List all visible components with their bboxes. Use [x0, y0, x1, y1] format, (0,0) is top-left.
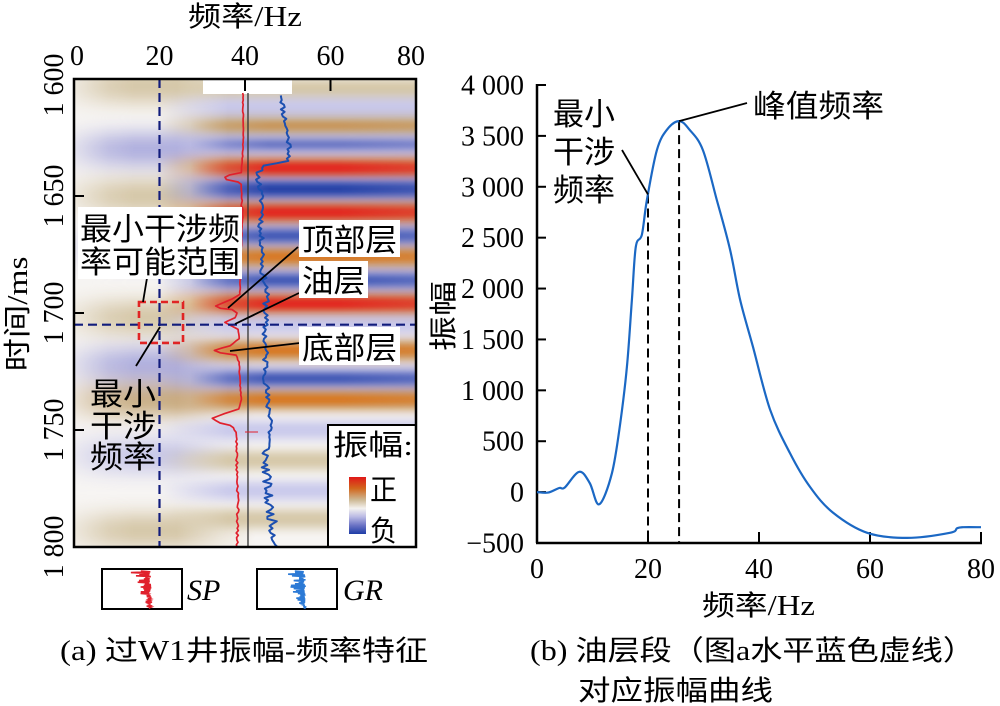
sp-legend-label: SP: [187, 574, 220, 607]
panel-a-y-tick-labels: 1 600 1 650 1 700 1 750 1 800: [39, 54, 70, 579]
heatmap-band-core: [176, 182, 416, 195]
x-tick-label: 80: [967, 554, 995, 585]
y-tick-label: 3 500: [461, 121, 524, 152]
colorbar-gradient: [349, 477, 366, 534]
min-interference-range-box: [137, 300, 185, 345]
x-tick-label: 20: [634, 554, 662, 585]
x-tick-label: 60: [317, 41, 345, 72]
min-freq-leader: [621, 149, 649, 195]
oil-layer-label: 油层: [302, 264, 365, 299]
y-tick-label: 1 000: [461, 376, 524, 407]
panel-a-y-axis-title: 时间/ms: [2, 257, 34, 372]
gr-legend-log-glyph: [288, 570, 308, 610]
top-layer-label: 顶部层: [302, 223, 397, 258]
min-freq-label-line2: 干涉: [90, 409, 156, 444]
panel-a-tick-marks: [74, 79, 332, 431]
y-tick-label: 1 800: [39, 516, 70, 579]
top-layer-label-background: [299, 220, 400, 257]
top-layer-leader: [227, 246, 299, 309]
b-min-freq-label-line1: 最小: [553, 97, 615, 132]
y-tick-label: 1 650: [39, 165, 70, 228]
range-label-line1: 最小干涉频: [80, 212, 240, 247]
panel-b-caption-line2: 对应振幅曲线: [578, 675, 773, 706]
panel-b-y-axis-title: 振幅: [428, 281, 460, 351]
bottom-layer-leader: [229, 342, 301, 352]
range-label-line2: 率可能范围: [80, 245, 240, 280]
log-legend: SP GR: [101, 568, 383, 610]
y-tick-label: 1 600: [39, 54, 70, 117]
heatmap-band-core: [176, 373, 416, 384]
colorbar-title: 振幅:: [333, 429, 413, 462]
sp-legend-box: [101, 568, 183, 610]
heatmap-band-core: [176, 251, 416, 262]
b-min-freq-label-line2: 干涉: [553, 135, 615, 170]
min-freq-label-line3: 频率: [90, 440, 156, 475]
peak-freq-leader: [678, 102, 748, 123]
gr-legend-label: GR: [343, 574, 383, 607]
heatmap-band-core: [176, 275, 416, 286]
oil-layer-label-background: [299, 261, 368, 298]
colorbar-legend-box: [327, 424, 417, 548]
peak-freq-label: 峰值频率: [753, 89, 884, 124]
panel-a-caption: (a) 过W1井振幅-频率特征: [60, 635, 428, 667]
panel-b-caption-line1: (b) 油层段（图a水平蓝色虚线）: [530, 635, 975, 667]
colorbar-negative-label: 负: [370, 515, 397, 548]
oil-layer-leader: [234, 292, 300, 325]
y-tick-label: −500: [466, 529, 524, 560]
heatmap-band-core: [176, 141, 416, 149]
heatmap-band-core: [176, 122, 416, 130]
y-tick-label: 1 500: [461, 325, 524, 356]
panel-a-x-tick-labels: 0 20 40 60 80: [70, 41, 425, 72]
gr-log-curve: [255, 95, 292, 548]
x-tick-label: 60: [856, 554, 884, 585]
panel-a-frame: [72, 77, 418, 549]
panel-a-x-axis-title: 频率/Hz: [188, 1, 302, 33]
y-tick-label: 1 700: [39, 282, 70, 345]
bottom-layer-label: 底部层: [302, 331, 397, 366]
heatmap-band-core: [176, 230, 416, 241]
heatmap-band: [150, 98, 416, 117]
y-tick-label: 2 500: [461, 223, 524, 254]
x-tick-label: 40: [745, 554, 773, 585]
heatmap-band-core: [176, 394, 416, 405]
panel-a-amplitude-frequency: 频率/Hz 时间/ms 0 20 40 60 80 1 600 1 650 1 700 1 7…: [2, 1, 428, 667]
min-freq-label-line1: 最小: [90, 377, 156, 412]
y-tick-label: 500: [482, 427, 524, 458]
panel-b-x-axis-title: 频率/Hz: [702, 590, 815, 622]
heatmap-band-core: [176, 161, 416, 174]
colorbar-legend: 振幅: 正 负: [327, 424, 417, 548]
x-tick-label: 80: [397, 41, 425, 72]
y-tick-label: 2 000: [461, 274, 524, 305]
range-label-leader: [142, 277, 148, 303]
y-tick-label: 3 000: [461, 172, 524, 203]
x-tick-label: 0: [70, 41, 84, 72]
x-tick-label: 20: [146, 41, 174, 72]
range-label-background: [78, 207, 242, 279]
min-freq-leader: [135, 326, 161, 367]
sp-legend-log-glyph: [130, 570, 155, 610]
sp-log-curve: [211, 92, 245, 548]
heatmap-band-core: [176, 345, 416, 356]
y-tick-label: 4 000: [461, 71, 524, 102]
y-tick-label: 1 750: [39, 399, 70, 462]
colorbar-positive-label: 正: [370, 475, 397, 507]
bottom-layer-label-background: [299, 327, 400, 365]
panel-b-x-tick-labels: 0 20 40 60 80: [530, 554, 995, 585]
x-tick-label: 40: [231, 41, 259, 72]
x-tick-label: 0: [530, 554, 544, 585]
heatmap-band-core: [176, 297, 416, 310]
panel-b-y-tick-labels: −500 0 500 1 000 1 500 2 000 2 500 3 000 3 500 4 …: [461, 71, 524, 560]
y-tick-label: 0: [510, 478, 524, 509]
heatmap-top-mask: [203, 80, 292, 94]
b-min-freq-label-line3: 频率: [553, 173, 615, 208]
